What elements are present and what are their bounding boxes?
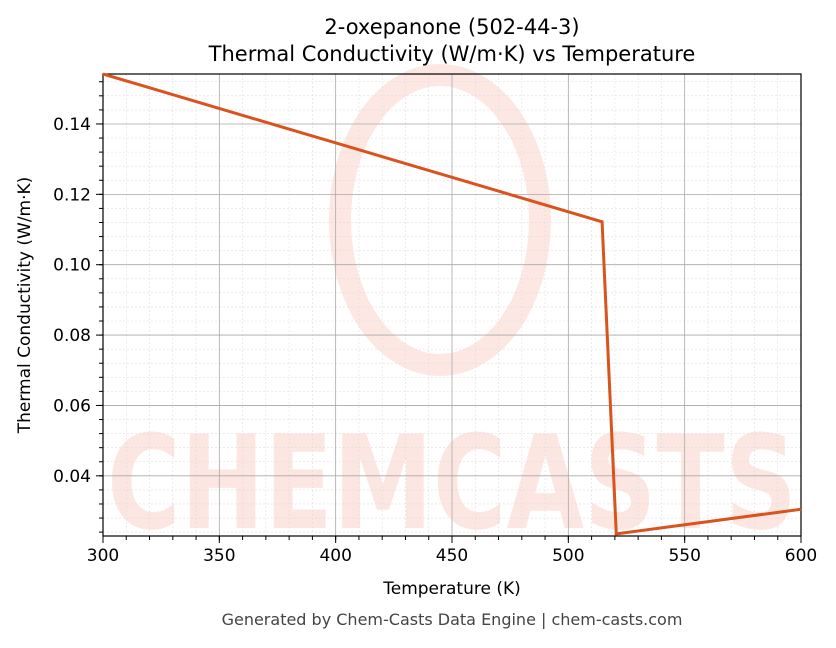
x-tick-label: 500	[552, 546, 584, 566]
y-tick-label: 0.06	[53, 396, 91, 416]
x-axis-label: Temperature (K)	[382, 579, 521, 599]
chart-title: 2-oxepanone (502-44-3)	[324, 15, 579, 39]
y-tick-label: 0.12	[53, 185, 91, 205]
y-tick-label: 0.08	[53, 326, 91, 346]
x-tick-label: 400	[319, 546, 351, 566]
x-tick-label: 550	[668, 546, 700, 566]
x-tick-label: 450	[436, 546, 468, 566]
y-tick-label: 0.14	[53, 115, 91, 135]
x-tick-label: 350	[203, 546, 235, 566]
y-tick-label: 0.04	[53, 467, 91, 487]
footer-credit: Generated by Chem-Casts Data Engine | ch…	[222, 610, 683, 629]
chart-subtitle: Thermal Conductivity (W/m·K) vs Temperat…	[208, 42, 696, 66]
x-tick-label: 300	[87, 546, 119, 566]
series-line	[102, 72, 802, 536]
y-tick-label: 0.10	[53, 256, 91, 276]
x-tick-label: 600	[785, 546, 817, 566]
y-axis-label: Thermal Conductivity (W/m·K)	[15, 177, 35, 435]
